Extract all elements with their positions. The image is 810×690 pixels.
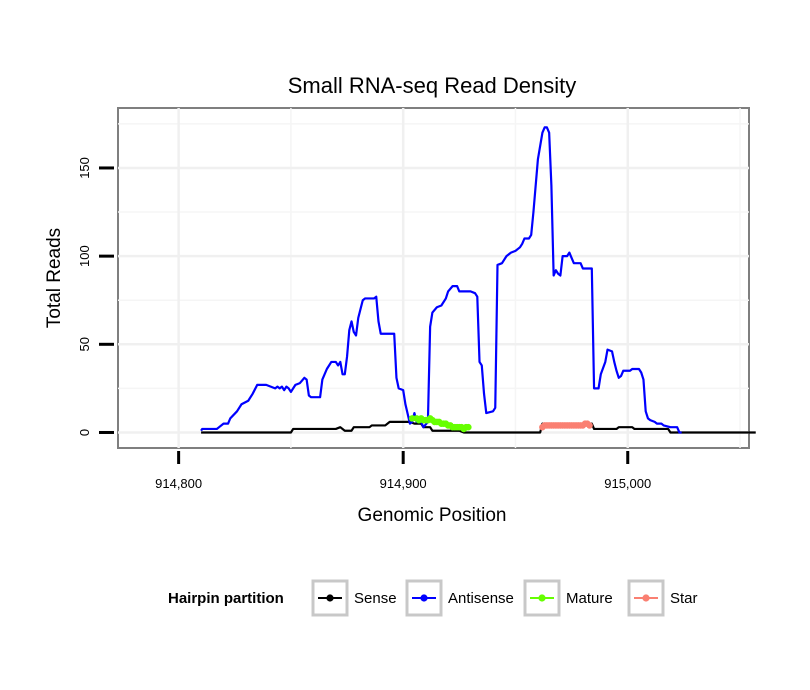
y-tick-label: 50 — [77, 337, 92, 351]
plot-panel — [117, 107, 750, 449]
y-axis-title: Total Reads — [44, 228, 65, 328]
legend-label-sense: Sense — [354, 590, 397, 607]
x-tick-label: 915,000 — [604, 476, 651, 491]
mature-point — [465, 423, 472, 431]
x-tick-label: 914,900 — [380, 476, 427, 491]
x-tick-label: 914,800 — [155, 476, 202, 491]
legend-title: Hairpin partition — [168, 590, 284, 607]
legend-label-antisense: Antisense — [448, 590, 514, 607]
series-star — [539, 420, 593, 431]
series-layer — [200, 126, 756, 434]
legend-point-star — [642, 594, 650, 602]
chart-title: Small RNA-seq Read Density — [288, 73, 577, 98]
y-tick-label: 0 — [77, 429, 92, 436]
series-mature — [408, 415, 472, 433]
axes: 914,800 914,900 915,000 0 50 100 150 — [77, 157, 651, 491]
x-axis-title: Genomic Position — [358, 505, 507, 526]
y-tick-label: 150 — [77, 157, 92, 179]
legend-label-star: Star — [670, 590, 698, 607]
y-tick-label: 100 — [77, 245, 92, 267]
antisense-line — [200, 126, 682, 434]
legend: Hairpin partition Sense Antisense Mature St… — [168, 579, 698, 617]
series-antisense — [200, 126, 682, 434]
series-sense — [201, 420, 756, 434]
sense-line — [201, 420, 756, 434]
legend-point-sense — [326, 594, 334, 602]
legend-label-mature: Mature — [566, 590, 613, 607]
legend-point-mature — [538, 594, 546, 602]
star-point — [586, 422, 593, 429]
legend-point-antisense — [420, 594, 428, 602]
